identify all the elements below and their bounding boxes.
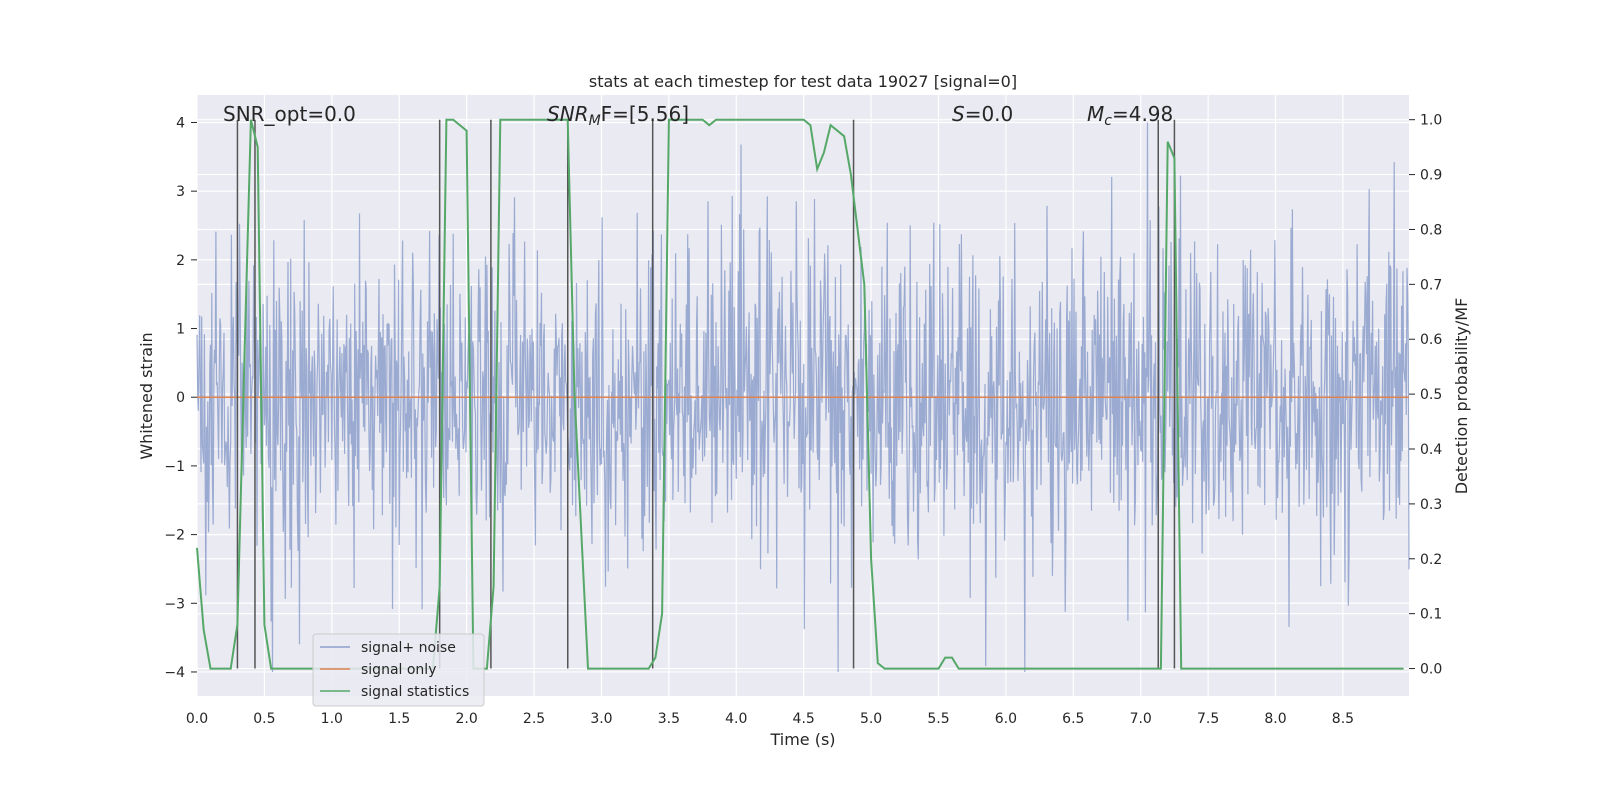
- x-tick-label: 4.5: [793, 711, 815, 727]
- x-tick-label: 8.5: [1332, 711, 1354, 727]
- y-tick-label: −1: [164, 459, 185, 475]
- y2-tick-label: 0.4: [1420, 442, 1442, 458]
- signal-statistics-line: [196, 118, 1404, 670]
- legend-label-signal-statistics: signal statistics: [361, 684, 469, 700]
- annotation-mc: Mc=4.98: [1087, 102, 1173, 129]
- legend-label-signal-noise: signal+ noise: [361, 640, 456, 656]
- x-tick-label: 6.5: [1062, 711, 1084, 727]
- y2-tick-label: 0.0: [1420, 662, 1442, 678]
- y-tick-label: 3: [176, 184, 185, 200]
- x-tick-label: 3.0: [590, 711, 612, 727]
- y2-tick-label: 0.7: [1420, 277, 1442, 293]
- y2-tick-label: 0.1: [1420, 607, 1442, 623]
- annotation-snr-opt: SNR_opt=0.0: [223, 102, 356, 126]
- x-tick-label: 0.5: [253, 711, 275, 727]
- x-tick-label: 7.0: [1130, 711, 1152, 727]
- y2-tick-label: 0.8: [1420, 222, 1442, 238]
- y2-tick-label: 0.3: [1420, 497, 1442, 513]
- y2-axis-label: Detection probability/MF: [1452, 298, 1471, 495]
- legend-box: [312, 633, 485, 707]
- x-axis-ticks: 0.0 0.5 1.0 1.5 2.0 2.5 3.0 3.5 4.0 4.5 5.0 5.5 6.0 6…: [186, 711, 1354, 727]
- y-tick-label: 1: [176, 322, 185, 338]
- annotation-s: S=0.0: [952, 102, 1013, 126]
- signal-noise-series: [196, 122, 1410, 673]
- y-tick-label: −4: [164, 665, 185, 681]
- y-tick-label: −3: [164, 596, 185, 612]
- x-tick-label: 8.0: [1264, 711, 1286, 727]
- legend: signal+ noise signal only signal statist…: [312, 633, 485, 707]
- y-axis-label: Whitened strain: [137, 332, 156, 459]
- signal-noise-line: [196, 122, 1410, 673]
- y2-tick-label: 0.6: [1420, 332, 1442, 348]
- x-tick-label: 5.5: [927, 711, 949, 727]
- x-tick-label: 4.0: [725, 711, 747, 727]
- y2-tick-label: 0.9: [1420, 168, 1442, 184]
- x-tick-label: 2.0: [456, 711, 478, 727]
- legend-label-signal-only: signal only: [361, 662, 436, 678]
- y2-axis-ticks: 0.0 0.1 0.2 0.3 0.4 0.5 0.6 0.7 0.8 0.9 1.0: [1409, 113, 1442, 678]
- y2-tick-label: 0.5: [1420, 387, 1442, 403]
- x-axis-label: Time (s): [769, 730, 835, 749]
- y-tick-label: −2: [164, 528, 185, 544]
- x-tick-label: 5.0: [860, 711, 882, 727]
- y2-tick-label: 0.2: [1420, 552, 1442, 568]
- y-axis-ticks: −4 −3 −2 −1 0 1 2 3 4: [164, 115, 197, 681]
- y-tick-label: 2: [176, 253, 185, 269]
- x-tick-label: 2.5: [523, 711, 545, 727]
- annotation-snr-mf: SNRMF=[5.56]: [547, 102, 689, 129]
- x-tick-label: 1.0: [321, 711, 343, 727]
- y2-tick-label: 1.0: [1420, 113, 1442, 129]
- y-tick-label: 0: [176, 390, 185, 406]
- x-tick-label: 3.5: [658, 711, 680, 727]
- signal-statistics-series: [196, 118, 1404, 670]
- x-tick-label: 1.5: [388, 711, 410, 727]
- x-tick-label: 0.0: [186, 711, 208, 727]
- x-tick-label: 7.5: [1197, 711, 1219, 727]
- chart-title: stats at each timestep for test data 190…: [589, 72, 1017, 91]
- x-tick-label: 6.0: [995, 711, 1017, 727]
- y-tick-label: 4: [176, 115, 185, 131]
